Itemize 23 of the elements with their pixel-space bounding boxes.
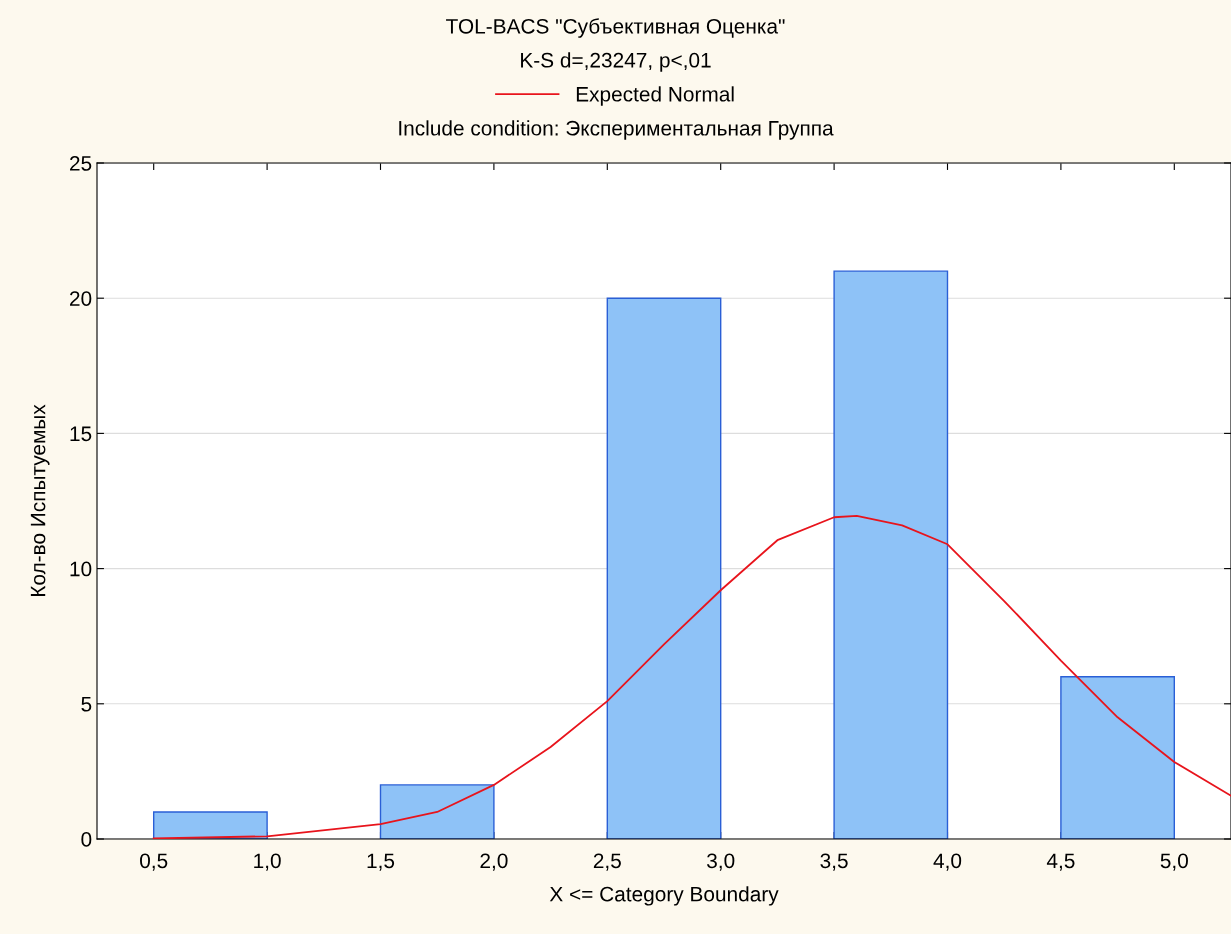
chart-title: TOL-BACS "Субъективная Оценка" (446, 18, 785, 38)
y-tick-label: 0 (81, 832, 92, 847)
y-axis-title: Кол-во Испытуемых (30, 404, 50, 597)
x-tick-label: 2,5 (593, 853, 621, 871)
x-tick-label: 1,5 (367, 853, 395, 871)
x-tick-label: 3,5 (820, 853, 848, 871)
y-tick-label: 5 (81, 697, 92, 712)
y-tick-label: 20 (70, 291, 92, 306)
y-tick-label: 10 (70, 561, 92, 577)
y-tick-label: 25 (70, 156, 92, 171)
legend-label: Expected Normal (576, 86, 734, 106)
y-tick-label: 15 (70, 426, 92, 442)
text: Include condition: Экспериментальная Группа (399, 120, 834, 140)
x-tick-label: 0,5 (140, 853, 168, 871)
x-tick-label: 2,0 (480, 853, 508, 871)
x-axis-title: X <= Category Boundary (549, 886, 779, 906)
line-series (152, 514, 1231, 839)
x-tick-label: 1,0 (254, 853, 281, 871)
x-tick-label: 4,0 (933, 853, 962, 871)
x-tick-label: 5,0 (1160, 853, 1188, 871)
chart-subtitle: K-S d=,23247, p<,01 (521, 52, 711, 72)
x-tick-label: 4,5 (1046, 853, 1075, 871)
x-tick-label: 3,0 (707, 853, 735, 871)
